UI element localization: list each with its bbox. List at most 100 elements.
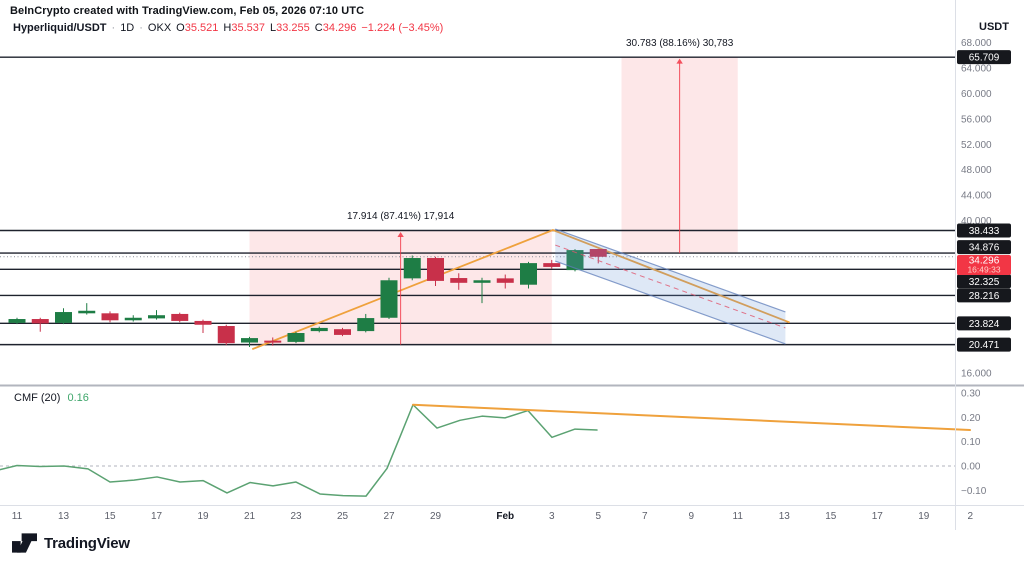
price-level-badge bbox=[957, 274, 1011, 289]
axis-currency-label: USDT bbox=[979, 21, 1009, 33]
candle-body bbox=[403, 258, 421, 279]
time-axis-label: 15 bbox=[825, 511, 837, 522]
candle-body bbox=[427, 258, 444, 281]
watermark: BeInCrypto created with TradingView.com,… bbox=[10, 5, 365, 17]
candle-body bbox=[473, 280, 491, 283]
price-axis[interactable]: 68.000 64.000 60.000 56.000 52.000 48.000 44.0… bbox=[957, 38, 1011, 497]
candle-body bbox=[124, 317, 142, 321]
range-measurement-label: 30.783 (88.16%) 30,783 bbox=[626, 38, 734, 49]
interval-label: 1D bbox=[120, 22, 135, 34]
cmf-axis-label: 0.20 bbox=[961, 413, 981, 424]
change-label: −1.224 (−3.45%) bbox=[361, 22, 444, 34]
candle-body bbox=[55, 312, 72, 323]
countdown-timer: 16:49:33 bbox=[967, 265, 1000, 275]
candle-body bbox=[543, 263, 561, 267]
time-axis-label: 11 bbox=[12, 511, 23, 522]
price-level-badge bbox=[957, 288, 1011, 303]
trendline-rising-support bbox=[252, 229, 554, 350]
time-axis-label: 7 bbox=[642, 511, 648, 522]
price-level-badge bbox=[957, 50, 1011, 65]
candle-body bbox=[171, 313, 189, 321]
price-axis-label: 56.000 bbox=[961, 114, 992, 125]
price-axis-label: 16.000 bbox=[961, 369, 992, 380]
separator-dot: · bbox=[111, 22, 116, 34]
symbol-info-bar: Hyperliquid/USDT · 1D · OKX O35.521 H35.… bbox=[13, 22, 443, 34]
indicator-name: CMF (20) bbox=[14, 392, 61, 404]
time-axis-label: 17 bbox=[151, 511, 163, 522]
candle-body bbox=[496, 278, 514, 283]
current-price-badge bbox=[957, 255, 1011, 275]
time-axis-label: 5 bbox=[595, 511, 601, 522]
range-arrow-head bbox=[397, 231, 404, 237]
price-level-badge-text: 23.824 bbox=[969, 319, 1000, 330]
exchange-label: OKX bbox=[147, 22, 172, 34]
parallel-channel bbox=[555, 229, 786, 344]
ohlc-high: H35.537 bbox=[223, 22, 265, 34]
price-level-badge-text: 28.216 bbox=[969, 291, 1000, 302]
cmf-trendline bbox=[412, 403, 971, 432]
indicator-label: CMF (20) 0.16 bbox=[14, 392, 89, 404]
candle-body bbox=[450, 278, 468, 283]
time-axis-label: Feb bbox=[496, 511, 514, 522]
ohlc-close: C34.296 bbox=[314, 22, 357, 34]
price-level-badge-text: 65.709 bbox=[969, 53, 1000, 64]
price-level-badge-text: 34.876 bbox=[969, 243, 1000, 254]
time-axis-label: 25 bbox=[337, 511, 349, 522]
candle-body bbox=[310, 327, 328, 332]
candle-body bbox=[148, 315, 165, 319]
candle-body bbox=[31, 319, 49, 324]
candle-body bbox=[380, 280, 398, 318]
tradingview-logo-text: TradingView bbox=[44, 534, 130, 552]
candle-body bbox=[8, 319, 26, 323]
price-level-badge-text: 20.471 bbox=[969, 340, 1000, 351]
time-axis-label: 19 bbox=[918, 511, 930, 522]
cmf-axis-label: 0.10 bbox=[961, 437, 981, 448]
price-pane[interactable]: 17.914 (87.41%) 17,914 30.783 (88.16%) 30… bbox=[0, 38, 955, 350]
time-axis-label: 9 bbox=[688, 511, 694, 522]
time-axis-label: 21 bbox=[244, 511, 256, 522]
time-axis-label: 27 bbox=[383, 511, 395, 522]
candle-body bbox=[264, 340, 282, 343]
time-axis-label: 15 bbox=[104, 511, 116, 522]
price-axis-label: 64.000 bbox=[961, 64, 992, 75]
ohlc-low: L33.255 bbox=[269, 22, 310, 34]
price-axis-label: 48.000 bbox=[961, 165, 992, 176]
candle-body bbox=[217, 326, 235, 344]
price-level-badge bbox=[957, 316, 1011, 331]
range-arrow-head bbox=[676, 58, 683, 64]
price-level-badge bbox=[957, 240, 1011, 255]
cmf-axis-label: 0.30 bbox=[961, 389, 981, 400]
candle-body bbox=[101, 313, 119, 321]
price-level-badge-text: 32.325 bbox=[969, 277, 1000, 288]
candle-body bbox=[78, 310, 96, 314]
candle-body bbox=[566, 250, 584, 271]
tradingview-logo[interactable]: TradingView bbox=[12, 533, 130, 553]
candles bbox=[8, 248, 607, 347]
cmf-axis-label: 0.00 bbox=[961, 462, 981, 473]
candle-body bbox=[287, 333, 305, 342]
symbol-title: Hyperliquid/USDT bbox=[13, 22, 107, 34]
cmf-axis-label: −0.10 bbox=[961, 486, 987, 497]
time-axis-label: 13 bbox=[779, 511, 791, 522]
channel-bottom-edge bbox=[555, 260, 786, 345]
price-axis-label: 60.000 bbox=[961, 89, 992, 100]
ohlc-open: O35.521 bbox=[176, 22, 219, 34]
candle-body bbox=[357, 318, 375, 332]
indicator-value: 0.16 bbox=[67, 392, 89, 404]
candle-body bbox=[194, 320, 212, 325]
price-axis-label: 40.000 bbox=[961, 216, 992, 227]
time-axis[interactable]: 11 13 15 17 19 21 23 25 27 29 Feb 3 5 7 9 11 13 15 17 19 2 bbox=[12, 511, 974, 522]
time-axis-label: 3 bbox=[549, 511, 555, 522]
cmf-line bbox=[0, 404, 598, 497]
time-axis-label: 23 bbox=[290, 511, 302, 522]
time-axis-label: 11 bbox=[733, 511, 744, 522]
separator-dot: · bbox=[139, 22, 143, 34]
price-level-badge-text: 38.433 bbox=[969, 226, 1000, 237]
cmf-pane[interactable] bbox=[0, 403, 971, 497]
price-axis-label: 52.000 bbox=[961, 140, 992, 151]
range-measurement-label: 17.914 (87.41%) 17,914 bbox=[347, 211, 455, 222]
price-level-badge bbox=[957, 337, 1011, 352]
channel-top-edge bbox=[555, 228, 786, 313]
